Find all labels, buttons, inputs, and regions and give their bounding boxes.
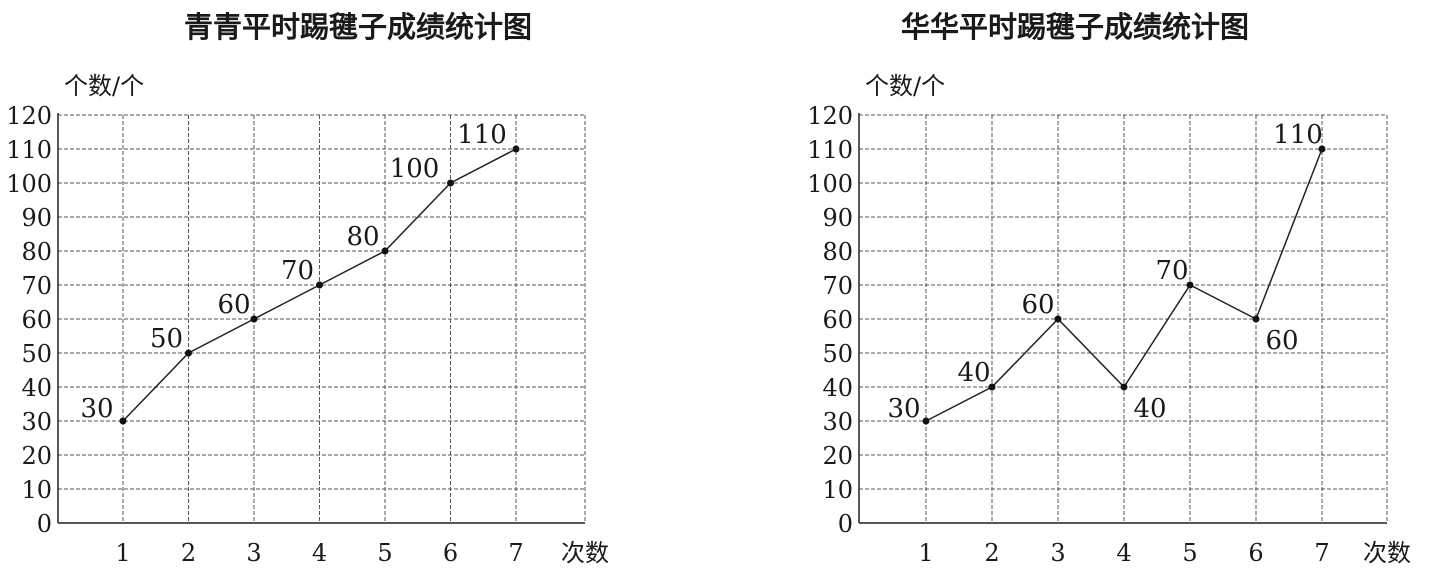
y-tick-label: 100 (6, 170, 52, 198)
data-point (250, 315, 258, 323)
x-tick-label: 4 (312, 539, 327, 567)
data-label: 70 (281, 256, 314, 286)
data-point (316, 281, 323, 289)
x-tick-label: 2 (984, 539, 999, 567)
y-tick-label: 20 (21, 442, 52, 470)
data-label: 100 (390, 154, 440, 184)
y-tick-label: 60 (822, 306, 853, 334)
data-point (1120, 383, 1128, 391)
data-point (1252, 315, 1260, 323)
x-tick-label: 1 (918, 539, 933, 567)
data-label: 50 (150, 324, 183, 354)
chart-huahua: 华华平时踢毽子成绩统计图 0 10 20 30 40 50 60 70 80 90 100 110 12… (717, 0, 1433, 569)
x-tick-label: 3 (246, 539, 261, 567)
line-chart: 0 10 20 30 40 50 60 70 80 90 100 110 120 1 2 3 4 5 6 7 个数/个次… (6, 72, 609, 567)
y-tick-label: 80 (21, 238, 52, 266)
x-tick-label: 1 (115, 539, 130, 567)
data-label: 110 (457, 120, 507, 150)
chart-title: 青青平时踢毽子成绩统计图 (183, 10, 532, 44)
data-label: 40 (1133, 394, 1166, 424)
y-axis-label: 个数/个 (64, 72, 144, 100)
data-point (922, 417, 930, 425)
y-tick-label: 90 (822, 204, 853, 232)
y-tick-label: 120 (6, 102, 52, 130)
y-tick-label: 50 (822, 340, 853, 368)
y-tick-label: 90 (21, 204, 52, 232)
y-tick-label: 110 (6, 136, 52, 164)
chart-qingqing: 青青平时踢毽子成绩统计图 0 10 20 30 40 50 60 70 80 90 100 110 12… (0, 0, 716, 569)
y-tick-label: 80 (822, 238, 853, 266)
x-tick-label: 3 (1050, 539, 1065, 567)
y-tick-label: 40 (21, 374, 52, 402)
data-point (512, 145, 520, 153)
y-tick-label: 20 (822, 442, 853, 470)
x-tick-label: 5 (377, 539, 392, 567)
y-tick-label: 30 (822, 408, 853, 436)
y-tick-label: 0 (838, 510, 853, 538)
y-tick-label: 10 (822, 476, 853, 504)
x-tick-label: 7 (1314, 539, 1329, 567)
data-point (185, 349, 192, 357)
data-label: 30 (80, 394, 113, 424)
data-label: 70 (1155, 256, 1188, 286)
y-tick-label: 10 (21, 476, 52, 504)
data-point (1186, 281, 1194, 289)
y-tick-label: 110 (807, 136, 853, 164)
data-point (447, 179, 454, 187)
data-label: 110 (1273, 120, 1323, 150)
x-tick-label: 4 (1116, 539, 1131, 567)
x-tick-label: 6 (443, 539, 458, 567)
y-tick-label: 30 (21, 408, 52, 436)
y-tick-label: 70 (21, 272, 52, 300)
data-label: 40 (957, 358, 990, 388)
data-point (119, 417, 127, 425)
line-chart: 0 10 20 30 40 50 60 70 80 90 100 110 120 1 2 3 4 5 6 7 个数/个次… (807, 72, 1411, 567)
data-label: 80 (346, 222, 379, 252)
y-axis-label: 个数/个 (865, 72, 945, 100)
y-tick-label: 120 (807, 102, 853, 130)
x-axis-label: 次数 (561, 539, 609, 567)
x-tick-label: 7 (508, 539, 523, 567)
y-tick-label: 40 (822, 374, 853, 402)
y-tick-label: 60 (21, 306, 52, 334)
x-tick-label: 2 (181, 539, 196, 567)
data-point (1054, 315, 1062, 323)
data-label: 60 (217, 290, 250, 320)
x-tick-label: 5 (1182, 539, 1197, 567)
y-tick-label: 100 (807, 170, 853, 198)
x-tick-label: 6 (1248, 539, 1263, 567)
data-point (1318, 145, 1326, 153)
y-tick-label: 0 (37, 510, 52, 538)
y-tick-label: 70 (822, 272, 853, 300)
x-axis-label: 次数 (1363, 539, 1411, 567)
data-label: 30 (887, 394, 920, 424)
data-label: 60 (1265, 326, 1298, 356)
y-tick-label: 50 (21, 340, 52, 368)
data-label: 60 (1021, 290, 1054, 320)
data-point (988, 383, 996, 391)
chart-title: 华华平时踢毽子成绩统计图 (900, 10, 1249, 44)
data-point (381, 247, 389, 255)
